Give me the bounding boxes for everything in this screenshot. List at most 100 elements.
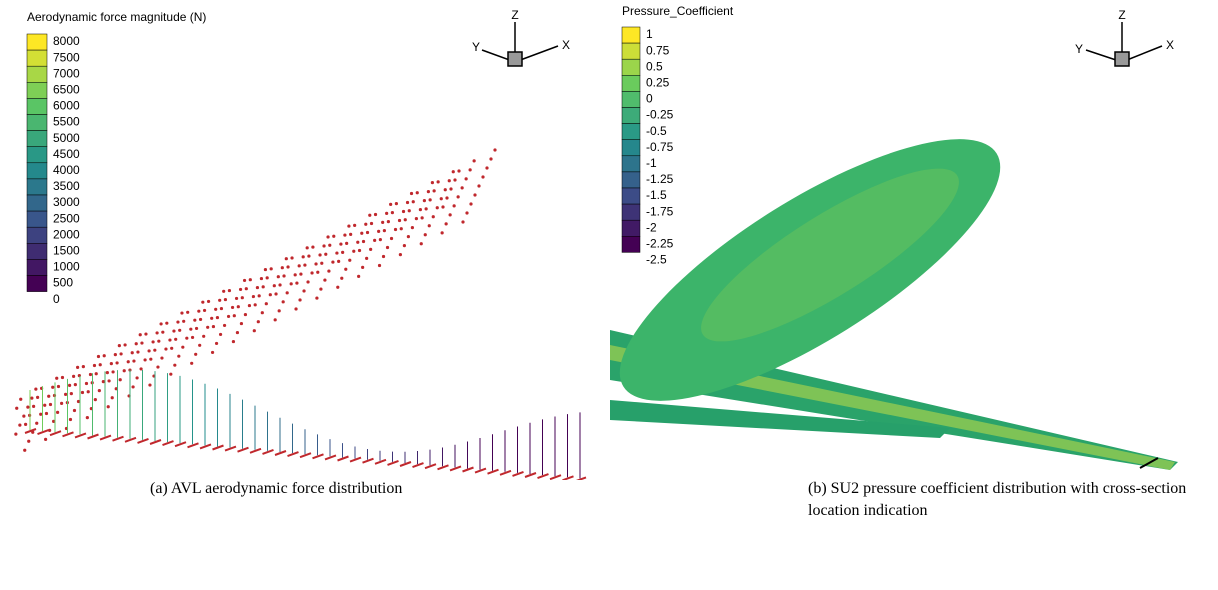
force-point: [214, 308, 217, 311]
force-point: [383, 229, 386, 232]
force-point: [45, 412, 48, 415]
colorbar-label: 6000: [53, 99, 80, 113]
colorbar-swatch: [27, 66, 47, 82]
colorbar-swatch: [27, 211, 47, 227]
force-point: [76, 366, 79, 369]
force-point: [469, 202, 472, 205]
force-point: [427, 190, 430, 193]
force-point: [135, 342, 138, 345]
force-point: [197, 310, 200, 313]
axis-label: Y: [472, 40, 480, 54]
force-point: [394, 228, 397, 231]
colorbar-swatch: [27, 82, 47, 98]
force-point: [136, 350, 139, 353]
force-point: [281, 266, 284, 269]
force-point: [265, 302, 268, 305]
colorbar-swatch: [27, 243, 47, 259]
force-point: [64, 393, 67, 396]
force-point: [310, 271, 313, 274]
force-point: [231, 306, 234, 309]
force-point: [286, 291, 289, 294]
force-point: [202, 335, 205, 338]
force-point: [420, 242, 423, 245]
force-point: [345, 242, 348, 245]
force-point: [424, 233, 427, 236]
force-point: [444, 188, 447, 191]
force-point: [266, 276, 269, 279]
force-point: [103, 354, 106, 357]
force-point: [206, 326, 209, 329]
force-point: [114, 353, 117, 356]
force-point: [485, 166, 488, 169]
force-point: [336, 286, 339, 289]
force-point: [258, 294, 261, 297]
force-point: [314, 262, 317, 265]
force-point: [218, 299, 221, 302]
force-point: [156, 365, 159, 368]
force-point: [386, 246, 389, 249]
force-point: [332, 235, 335, 238]
force-point: [47, 395, 50, 398]
force-point: [453, 204, 456, 207]
force-point: [379, 238, 382, 241]
force-point: [473, 193, 476, 196]
force-point: [241, 296, 244, 299]
force-point: [111, 396, 114, 399]
caption: (a) AVL aerodynamic force distribution: [150, 478, 490, 500]
force-point: [95, 372, 98, 375]
force-point: [269, 293, 272, 296]
force-point: [428, 224, 431, 227]
force-point: [222, 290, 225, 293]
force-point: [149, 358, 152, 361]
colorbar-swatch: [622, 124, 640, 140]
force-point: [348, 259, 351, 262]
force-point: [473, 159, 476, 162]
colorbar-swatch: [622, 156, 640, 172]
force-point: [358, 249, 361, 252]
colorbar-label: -2.25: [646, 236, 674, 250]
colorbar-label: -1.5: [646, 188, 667, 202]
force-point: [302, 289, 305, 292]
force-point: [102, 380, 105, 383]
panel-a: Aerodynamic force magnitude (N) Z Y X 80…: [0, 0, 605, 480]
force-point: [153, 349, 156, 352]
page-body: Aerodynamic force magnitude (N) Z Y X 80…: [0, 0, 1218, 590]
force-point: [416, 191, 419, 194]
force-point: [327, 269, 330, 272]
force-point: [339, 242, 342, 245]
force-point: [155, 331, 158, 334]
force-point: [69, 418, 72, 421]
force-point: [261, 311, 264, 314]
colorbar-swatch: [27, 34, 47, 50]
force-point: [39, 413, 42, 416]
force-point: [433, 189, 436, 192]
colorbar-label: 500: [53, 276, 73, 290]
force-point: [286, 265, 289, 268]
force-point: [18, 424, 21, 427]
force-point: [14, 433, 17, 436]
force-point: [173, 364, 176, 367]
force-point: [423, 199, 426, 202]
force-point: [419, 208, 422, 211]
force-point: [57, 385, 60, 388]
force-point: [119, 352, 122, 355]
force-point: [68, 384, 71, 387]
force-point: [278, 283, 281, 286]
force-point: [377, 230, 380, 233]
force-point: [97, 355, 100, 358]
colorbar-label: -0.75: [646, 140, 674, 154]
force-point: [123, 343, 126, 346]
force-point: [195, 327, 198, 330]
colorbar-label: 1000: [53, 260, 80, 274]
colorbar-label: 0: [53, 292, 60, 306]
force-point: [449, 187, 452, 190]
colorbar-label: 1: [646, 27, 653, 41]
force-point: [182, 320, 185, 323]
colorbar-swatch: [27, 98, 47, 114]
caption: (b) SU2 pressure coefficient distributio…: [808, 478, 1208, 522]
force-point: [203, 309, 206, 312]
colorbar-swatch: [27, 147, 47, 163]
force-point: [477, 184, 480, 187]
force-point: [253, 329, 256, 332]
force-point: [260, 277, 263, 280]
